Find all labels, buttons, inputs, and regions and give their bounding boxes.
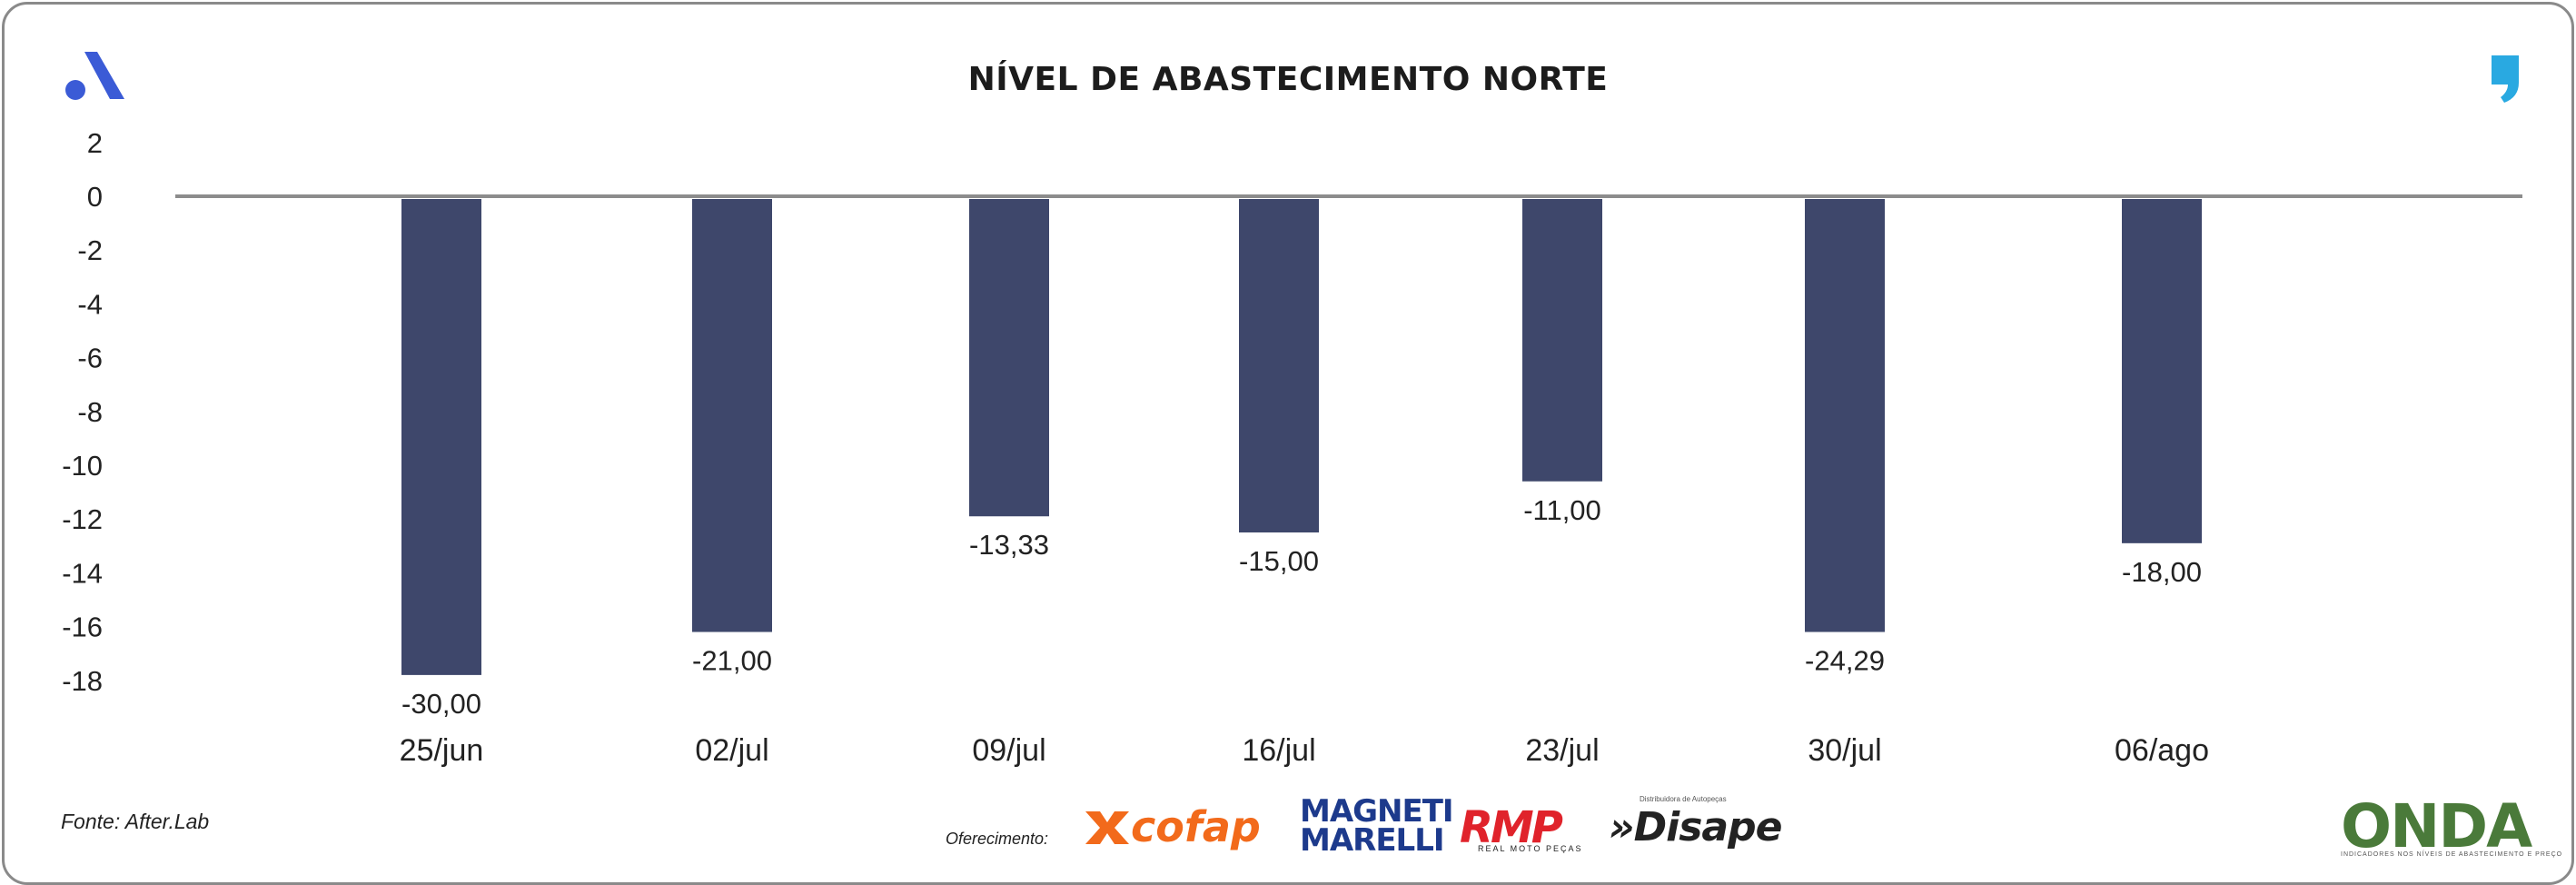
sponsor-cofap: cofap — [1131, 802, 1261, 851]
bar — [1239, 199, 1319, 532]
data-label: -30,00 — [401, 688, 481, 720]
onda-subtitle: INDICADORES NOS NÍVEIS DE ABASTECIMENTO … — [2341, 851, 2563, 858]
bar — [1805, 199, 1885, 632]
x-category-label: 06/ago — [2115, 733, 2209, 768]
data-label: -21,00 — [692, 645, 772, 677]
y-tick-label: -14 — [62, 557, 103, 589]
y-tick-label: -2 — [77, 234, 103, 266]
y-tick-label: 2 — [87, 127, 103, 159]
x-category-label: 16/jul — [1242, 733, 1315, 768]
y-tick-label: -16 — [62, 612, 103, 643]
data-label: -24,29 — [1805, 645, 1885, 677]
x-category-label: 25/jun — [400, 733, 484, 768]
y-tick-label: -12 — [62, 503, 103, 535]
data-label: -13,33 — [969, 529, 1049, 561]
bar-chart: 2 0 -2 -4 -6 -8 -10 -12 -14 -16 -18 -30,00 -21,00 -13… — [62, 127, 2522, 768]
bar — [2122, 199, 2202, 543]
chart-title: NÍVEL DE ABASTECIMENTO NORTE — [967, 61, 1609, 98]
data-label: -11,00 — [1523, 494, 1601, 526]
y-tick-label: -4 — [77, 288, 103, 320]
y-tick-label: -8 — [77, 396, 103, 428]
data-label: -15,00 — [1239, 545, 1319, 577]
sponsor-label: Oferecimento: — [946, 830, 1049, 848]
sponsor-rmp-subtitle: REAL MOTO PEÇAS — [1478, 844, 1583, 853]
x-category-label: 23/jul — [1525, 733, 1599, 768]
sponsor-disape: »Disape — [1609, 804, 1782, 850]
sponsor-disape-subtitle: Distribuidora de Autopeças — [1640, 795, 1727, 803]
data-label: -18,00 — [2122, 556, 2202, 588]
bar — [1522, 199, 1602, 482]
afterlab-logo-icon — [65, 52, 124, 100]
quote-mark-icon — [2492, 55, 2519, 103]
bar — [692, 199, 772, 632]
onda-logo: ONDA — [2341, 791, 2532, 861]
x-category-label: 02/jul — [695, 733, 768, 768]
sponsor-magneti-marelli: MAGNETI MARELLI — [1300, 793, 1454, 859]
cofap-mark-icon — [1085, 811, 1129, 844]
bar — [969, 199, 1049, 517]
y-tick-label: -18 — [62, 665, 103, 697]
y-tick-label: -10 — [62, 450, 103, 482]
bar — [401, 199, 481, 675]
y-tick-label: -6 — [77, 343, 103, 374]
x-category-label: 09/jul — [972, 733, 1045, 768]
sponsor-magneti-text: MAGNETI MARELLI — [1300, 793, 1454, 859]
y-tick-label: 0 — [87, 181, 103, 213]
x-category-label: 30/jul — [1808, 733, 1881, 768]
source-note: Fonte: After.Lab — [61, 810, 210, 833]
sponsor-rmp: RMP — [1460, 802, 1563, 853]
